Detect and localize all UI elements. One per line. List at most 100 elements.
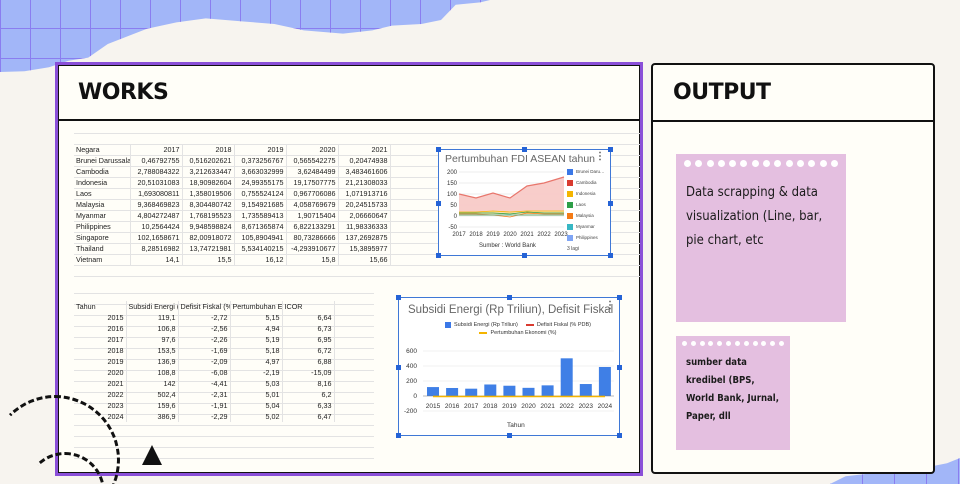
table-cell[interactable]: 105,8904941 xyxy=(234,232,287,243)
table-cell[interactable]: 0,373256767 xyxy=(234,155,287,166)
table-cell[interactable]: 0,46792755 xyxy=(130,155,183,166)
table-cell[interactable]: 20,51031083 xyxy=(130,177,183,188)
table-cell[interactable]: -1,91 xyxy=(178,400,231,411)
table-cell[interactable]: -2,56 xyxy=(178,323,231,334)
table-cell[interactable]: -2,26 xyxy=(178,334,231,345)
table-cell[interactable]: 6,33 xyxy=(282,400,335,411)
table-cell[interactable]: Thailand xyxy=(74,243,131,254)
table-cell[interactable]: 0,755524124 xyxy=(234,188,287,199)
table-cell[interactable]: 20,24515733 xyxy=(338,199,391,210)
table-cell[interactable]: 15,66 xyxy=(338,254,391,265)
table-cell[interactable]: 9,948598824 xyxy=(182,221,235,232)
table-cell[interactable]: 4,804272487 xyxy=(130,210,183,221)
table-cell[interactable]: 10,2564424 xyxy=(130,221,183,232)
table-cell[interactable]: 1,358019506 xyxy=(182,188,235,199)
table-cell[interactable]: 6,64 xyxy=(282,312,335,323)
table-cell[interactable]: 9,154921685 xyxy=(234,199,287,210)
table-cell[interactable]: 3,62484499 xyxy=(286,166,339,177)
table-cell[interactable]: -15,09 xyxy=(282,367,335,378)
table-cell[interactable]: Cambodia xyxy=(74,166,131,177)
table-cell[interactable]: 5,03 xyxy=(230,378,283,389)
table-cell[interactable]: 3,663032999 xyxy=(234,166,287,177)
legend-more-link[interactable]: 3 lagi xyxy=(567,246,579,252)
table-cell[interactable]: 1,90715404 xyxy=(286,210,339,221)
table-cell[interactable]: Defisit Fiskal (% xyxy=(178,301,231,312)
table-cell[interactable]: 3,483461606 xyxy=(338,166,391,177)
table-cell[interactable]: 136,9 xyxy=(126,356,179,367)
table-cell[interactable]: 82,00918072 xyxy=(182,232,235,243)
table-cell[interactable]: 1,693080811 xyxy=(130,188,183,199)
table-cell[interactable]: 1,071913716 xyxy=(338,188,391,199)
table-cell[interactable]: 8,28516982 xyxy=(130,243,183,254)
table-cell[interactable]: 2018 xyxy=(182,144,235,155)
table-cell[interactable]: 0,565542275 xyxy=(286,155,339,166)
table-cell[interactable]: Singapore xyxy=(74,232,131,243)
table-cell[interactable]: 4,94 xyxy=(230,323,283,334)
table-cell[interactable]: Tahun xyxy=(74,301,127,312)
table-cell[interactable]: 6,88 xyxy=(282,356,335,367)
table-cell[interactable]: 2017 xyxy=(74,334,127,345)
table-cell[interactable]: 0,967706086 xyxy=(286,188,339,199)
chart-menu-icon[interactable]: ⋮ xyxy=(605,300,615,311)
table-cell[interactable]: 8,16 xyxy=(282,378,335,389)
table-cell[interactable]: 119,1 xyxy=(126,312,179,323)
table-cell[interactable]: 8,671365874 xyxy=(234,221,287,232)
table-cell[interactable]: 2020 xyxy=(286,144,339,155)
table-cell[interactable]: 6,73 xyxy=(282,323,335,334)
table-cell[interactable]: 80,73286666 xyxy=(286,232,339,243)
table-cell[interactable]: 6,95 xyxy=(282,334,335,345)
table-cell[interactable]: 97,6 xyxy=(126,334,179,345)
table-cell[interactable]: 5,15 xyxy=(230,312,283,323)
table-cell[interactable]: ICOR xyxy=(282,301,335,312)
table-cell[interactable]: 2015 xyxy=(74,312,127,323)
table-cell[interactable]: 2,788084322 xyxy=(130,166,183,177)
table-cell[interactable]: 502,4 xyxy=(126,389,179,400)
table-cell[interactable]: 2,06660647 xyxy=(338,210,391,221)
table-cell[interactable]: Negara xyxy=(74,144,131,155)
table-cell[interactable]: 153,5 xyxy=(126,345,179,356)
table-cell[interactable]: 8,304480742 xyxy=(182,199,235,210)
table-cell[interactable]: 5,18 xyxy=(230,345,283,356)
table-cell[interactable]: 2018 xyxy=(74,345,127,356)
table-cell[interactable]: 6,822133291 xyxy=(286,221,339,232)
table-cell[interactable]: 5,02 xyxy=(230,411,283,422)
table-cell[interactable]: 5,534140215 xyxy=(234,243,287,254)
table-cell[interactable]: 2023 xyxy=(74,400,127,411)
table-cell[interactable]: -2,72 xyxy=(178,312,231,323)
table-cell[interactable]: 5,01 xyxy=(230,389,283,400)
table-cell[interactable]: 21,21308033 xyxy=(338,177,391,188)
table-cell[interactable]: 3,212633447 xyxy=(182,166,235,177)
table-cell[interactable]: Philippines xyxy=(74,221,131,232)
table-cell[interactable]: -2,19 xyxy=(230,367,283,378)
table-cell[interactable]: 2020 xyxy=(74,367,127,378)
table-cell[interactable]: 102,1658671 xyxy=(130,232,183,243)
table-cell[interactable]: 0,516202621 xyxy=(182,155,235,166)
table-cell[interactable]: 15,8 xyxy=(286,254,339,265)
table-cell[interactable]: 159,6 xyxy=(126,400,179,411)
table-cell[interactable]: 2021 xyxy=(74,378,127,389)
table-cell[interactable]: 11,98336333 xyxy=(338,221,391,232)
table-cell[interactable]: 6,2 xyxy=(282,389,335,400)
table-cell[interactable]: 2021 xyxy=(338,144,391,155)
table-cell[interactable]: 4,058769679 xyxy=(286,199,339,210)
table-cell[interactable]: 9,368469823 xyxy=(130,199,183,210)
table-cell[interactable]: 18,90982604 xyxy=(182,177,235,188)
table-cell[interactable]: 6,72 xyxy=(282,345,335,356)
table-cell[interactable]: 16,12 xyxy=(234,254,287,265)
table-cell[interactable]: -1,69 xyxy=(178,345,231,356)
table-cell[interactable]: Subsidi Energi ( xyxy=(126,301,179,312)
table-cell[interactable]: -6,08 xyxy=(178,367,231,378)
table-cell[interactable]: 6,47 xyxy=(282,411,335,422)
subsidy-chart[interactable]: Subsidi Energi (Rp Triliun), Defisit Fis… xyxy=(396,295,622,438)
table-cell[interactable]: Brunei Darussala xyxy=(74,155,131,166)
table-cell[interactable]: 1,768195523 xyxy=(182,210,235,221)
table-cell[interactable]: 24,99355175 xyxy=(234,177,287,188)
table-cell[interactable]: 2017 xyxy=(130,144,183,155)
table-cell[interactable]: 0,20474938 xyxy=(338,155,391,166)
table-cell[interactable]: 4,97 xyxy=(230,356,283,367)
table-cell[interactable]: Laos xyxy=(74,188,131,199)
table-cell[interactable]: 5,19 xyxy=(230,334,283,345)
table-cell[interactable]: -2,09 xyxy=(178,356,231,367)
table-cell[interactable]: 14,1 xyxy=(130,254,183,265)
table-cell[interactable]: Malaysia xyxy=(74,199,131,210)
